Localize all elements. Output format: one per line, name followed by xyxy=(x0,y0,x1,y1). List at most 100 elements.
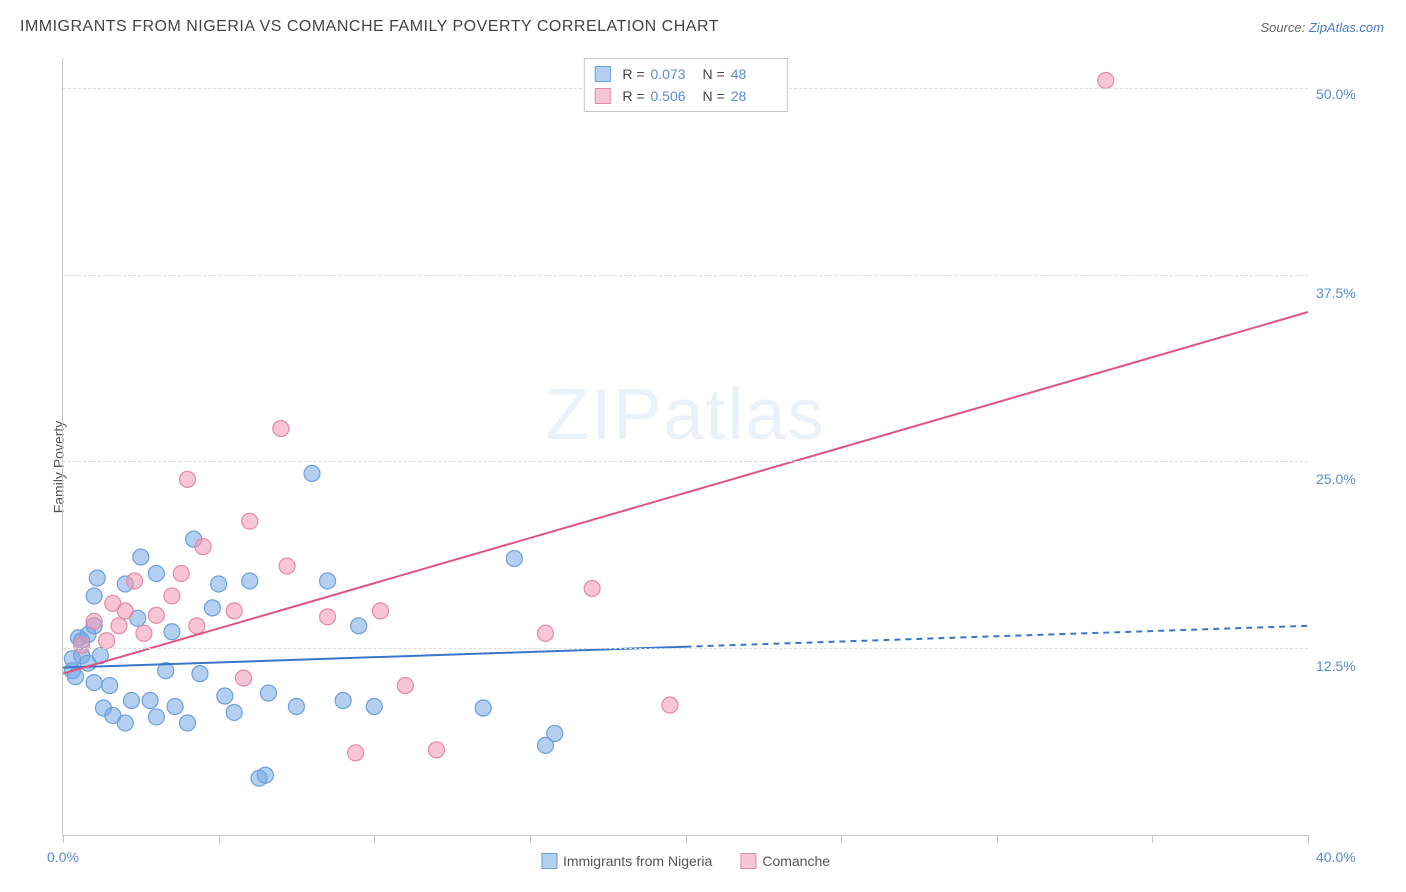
x-tick-label: 40.0% xyxy=(1316,849,1376,865)
scatter-point-nigeria xyxy=(167,698,183,714)
source-link[interactable]: ZipAtlas.com xyxy=(1309,20,1384,35)
scatter-point-nigeria xyxy=(351,618,367,634)
y-tick-label: 50.0% xyxy=(1316,86,1376,102)
x-tick xyxy=(686,835,687,843)
trendline-extrapolated-nigeria xyxy=(686,626,1309,647)
scatter-point-comanche xyxy=(537,625,553,641)
scatter-point-nigeria xyxy=(475,700,491,716)
legend-item: Comanche xyxy=(740,853,830,869)
scatter-point-nigeria xyxy=(148,709,164,725)
r-value: 0.073 xyxy=(651,63,697,85)
scatter-point-nigeria xyxy=(133,549,149,565)
trendline-nigeria xyxy=(63,647,686,668)
scatter-point-comanche xyxy=(236,670,252,686)
scatter-point-nigeria xyxy=(180,715,196,731)
scatter-point-nigeria xyxy=(86,588,102,604)
scatter-point-comanche xyxy=(372,603,388,619)
scatter-point-nigeria xyxy=(148,566,164,582)
legend-swatch xyxy=(541,853,557,869)
x-tick xyxy=(1308,835,1309,843)
legend-swatch xyxy=(594,66,610,82)
scatter-point-nigeria xyxy=(304,465,320,481)
scatter-point-nigeria xyxy=(506,551,522,567)
chart-title: IMMIGRANTS FROM NIGERIA VS COMANCHE FAMI… xyxy=(20,18,719,36)
scatter-point-comanche xyxy=(99,633,115,649)
scatter-point-comanche xyxy=(136,625,152,641)
scatter-point-nigeria xyxy=(211,576,227,592)
legend-label: Immigrants from Nigeria xyxy=(563,853,712,869)
scatter-point-comanche xyxy=(584,580,600,596)
scatter-point-comanche xyxy=(173,566,189,582)
legend-swatch xyxy=(594,88,610,104)
trendline-comanche xyxy=(63,312,1308,674)
scatter-point-comanche xyxy=(195,539,211,555)
n-label: N = xyxy=(703,63,725,85)
scatter-point-nigeria xyxy=(89,570,105,586)
r-label: R = xyxy=(622,63,644,85)
x-tick xyxy=(841,835,842,843)
gridline xyxy=(63,648,1308,649)
scatter-point-comanche xyxy=(180,471,196,487)
scatter-point-comanche xyxy=(397,678,413,694)
scatter-point-nigeria xyxy=(226,704,242,720)
chart-svg xyxy=(63,58,1308,835)
scatter-point-nigeria xyxy=(142,693,158,709)
scatter-point-nigeria xyxy=(257,767,273,783)
legend-item: Immigrants from Nigeria xyxy=(541,853,712,869)
y-tick-label: 37.5% xyxy=(1316,285,1376,301)
scatter-point-nigeria xyxy=(117,715,133,731)
x-tick xyxy=(997,835,998,843)
y-tick-label: 12.5% xyxy=(1316,658,1376,674)
source-prefix: Source: xyxy=(1260,20,1308,35)
x-tick xyxy=(374,835,375,843)
scatter-point-nigeria xyxy=(164,624,180,640)
scatter-point-nigeria xyxy=(288,698,304,714)
scatter-point-comanche xyxy=(189,618,205,634)
scatter-point-nigeria xyxy=(217,688,233,704)
scatter-point-comanche xyxy=(117,603,133,619)
x-tick-label: 0.0% xyxy=(47,849,79,865)
gridline xyxy=(63,461,1308,462)
scatter-point-nigeria xyxy=(335,693,351,709)
scatter-point-comanche xyxy=(226,603,242,619)
scatter-point-nigeria xyxy=(123,693,139,709)
scatter-point-comanche xyxy=(279,558,295,574)
scatter-point-comanche xyxy=(148,607,164,623)
y-tick-label: 25.0% xyxy=(1316,471,1376,487)
scatter-point-comanche xyxy=(429,742,445,758)
gridline xyxy=(63,275,1308,276)
scatter-point-nigeria xyxy=(192,666,208,682)
legend-label: Comanche xyxy=(762,853,830,869)
scatter-point-comanche xyxy=(320,609,336,625)
stats-legend-row: R = 0.073 N = 48 xyxy=(594,63,776,85)
scatter-point-nigeria xyxy=(537,737,553,753)
scatter-point-comanche xyxy=(111,618,127,634)
scatter-point-comanche xyxy=(242,513,258,529)
scatter-point-nigeria xyxy=(86,675,102,691)
x-tick xyxy=(530,835,531,843)
scatter-point-comanche xyxy=(164,588,180,604)
plot-area: ZIPatlas 12.5%25.0%37.5%50.0%0.0%40.0%Im… xyxy=(62,58,1308,836)
scatter-point-comanche xyxy=(662,697,678,713)
legend-swatch xyxy=(740,853,756,869)
source-credit: Source: ZipAtlas.com xyxy=(1260,20,1384,35)
scatter-point-nigeria xyxy=(320,573,336,589)
scatter-point-comanche xyxy=(74,637,90,653)
scatter-point-nigeria xyxy=(242,573,258,589)
chart-container: Family Poverty ZIPatlas 12.5%25.0%37.5%5… xyxy=(18,50,1384,884)
x-tick xyxy=(1152,835,1153,843)
x-tick xyxy=(219,835,220,843)
header-bar: IMMIGRANTS FROM NIGERIA VS COMANCHE FAMI… xyxy=(20,18,1384,36)
n-value: 48 xyxy=(731,63,777,85)
n-value: 28 xyxy=(731,85,777,107)
r-label: R = xyxy=(622,85,644,107)
r-value: 0.506 xyxy=(651,85,697,107)
scatter-point-comanche xyxy=(273,421,289,437)
stats-legend-row: R =0.506N =28 xyxy=(594,85,776,107)
scatter-point-comanche xyxy=(1098,72,1114,88)
x-tick xyxy=(63,835,64,843)
scatter-point-nigeria xyxy=(204,600,220,616)
scatter-point-comanche xyxy=(348,745,364,761)
scatter-point-comanche xyxy=(86,613,102,629)
scatter-point-nigeria xyxy=(102,678,118,694)
